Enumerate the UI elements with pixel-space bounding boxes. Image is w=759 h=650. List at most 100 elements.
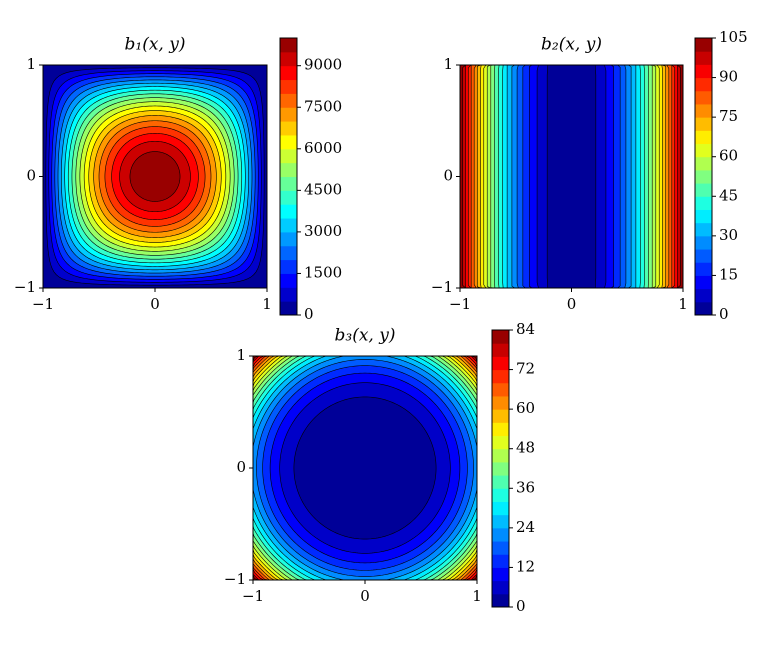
colorbar-band — [695, 90, 712, 105]
contour-band — [293, 396, 437, 540]
chart-title: b₁(x, y) — [125, 35, 186, 55]
colorbar-band — [695, 169, 712, 184]
x-tick-label: −1 — [449, 295, 471, 313]
y-tick-label: 1 — [443, 55, 453, 73]
colorbar-band — [492, 514, 509, 529]
colorbar-band — [695, 143, 712, 158]
y-tick-label: 0 — [26, 167, 36, 185]
x-tick-label: 1 — [262, 295, 272, 313]
colorbar-band — [695, 235, 712, 250]
colorbar-band — [280, 65, 297, 81]
colorbar-band — [492, 527, 509, 542]
colorbar-band — [280, 176, 297, 191]
chart-title: b₃(x, y) — [335, 326, 396, 346]
colorbar-band — [280, 218, 297, 233]
colorbar-band — [695, 51, 712, 65]
y-tick-label: 0 — [236, 458, 246, 476]
colorbar-band — [492, 461, 509, 476]
colorbar-band — [695, 196, 712, 210]
colorbar-tick-label: 90 — [719, 68, 738, 86]
colorbar-band — [280, 204, 297, 219]
colorbar-frame — [694, 37, 713, 316]
colorbar-band — [492, 395, 509, 410]
colorbar-tick-label: 4500 — [304, 180, 342, 198]
colorbar-band — [695, 64, 712, 79]
colorbar-band — [492, 343, 509, 357]
colorbar-band — [492, 554, 509, 568]
colorbar-tick-label: 12 — [516, 557, 535, 575]
colorbar-band — [280, 148, 297, 164]
colorbar-band — [280, 231, 297, 247]
colorbar-frame — [279, 37, 298, 316]
colorbar-tick-label: 84 — [516, 320, 535, 338]
colorbar-tick-label: 60 — [516, 399, 535, 417]
colorbar-tick-label: 24 — [516, 518, 535, 536]
y-tick-label: −1 — [14, 278, 36, 296]
plot-area — [460, 65, 683, 288]
colorbar-band — [492, 580, 509, 595]
x-tick-label: −1 — [242, 587, 264, 605]
colorbar-band — [280, 259, 297, 274]
colorbar-band — [492, 435, 509, 450]
colorbar-tick-label: 75 — [719, 107, 738, 125]
colorbar-band — [695, 103, 712, 118]
colorbar-band — [695, 275, 712, 290]
colorbar-band — [695, 249, 712, 263]
x-tick-label: 0 — [360, 587, 370, 605]
colorbar-band — [695, 209, 712, 224]
colorbar-band — [492, 501, 509, 516]
contour-band — [546, 65, 597, 288]
contour-band — [129, 151, 181, 202]
colorbar-band — [492, 567, 509, 582]
colorbar-band — [492, 422, 509, 437]
colorbar-band — [695, 38, 712, 52]
colorbar-tick-label: 105 — [719, 28, 748, 46]
x-tick-label: 0 — [150, 295, 160, 313]
colorbar-band — [492, 488, 509, 502]
colorbar-band — [695, 77, 712, 92]
colorbar-band — [280, 93, 297, 108]
colorbar-band — [695, 130, 712, 145]
y-tick-label: −1 — [224, 570, 246, 588]
x-tick-label: 1 — [678, 295, 688, 313]
colorbar-band — [492, 382, 509, 397]
colorbar-tick-label: 72 — [516, 360, 535, 378]
colorbar-band — [280, 121, 297, 136]
colorbar-band — [492, 330, 509, 344]
colorbar-band — [695, 262, 712, 276]
colorbar-tick-label: 0 — [719, 305, 729, 323]
colorbar-band — [280, 287, 297, 302]
colorbar-band — [280, 134, 297, 150]
colorbar-tick-label: 48 — [516, 439, 535, 457]
colorbar-band — [280, 51, 297, 67]
colorbar-tick-label: 0 — [304, 305, 314, 323]
colorbar-tick-label: 6000 — [304, 139, 342, 157]
colorbar-band — [492, 356, 509, 371]
colorbar-band — [280, 162, 297, 177]
plot-area — [253, 356, 477, 580]
colorbar-tick-label: 7500 — [304, 97, 342, 115]
colorbar-band — [280, 79, 297, 94]
colorbar-band — [492, 475, 509, 489]
y-tick-label: 1 — [236, 346, 246, 364]
colorbar-band — [492, 541, 509, 555]
colorbar-band — [695, 117, 712, 131]
y-tick-label: 1 — [26, 55, 36, 73]
colorbar-tick-label: 60 — [719, 147, 738, 165]
colorbar-band — [492, 409, 509, 423]
y-tick-label: −1 — [431, 278, 453, 296]
colorbar-tick-label: 45 — [719, 186, 738, 204]
chart-title: b₂(x, y) — [541, 35, 602, 55]
colorbar-frame — [491, 329, 510, 608]
colorbar-band — [492, 593, 509, 608]
x-tick-label: 0 — [567, 295, 577, 313]
x-tick-label: 1 — [472, 587, 482, 605]
colorbar-tick-label: 0 — [516, 597, 526, 615]
colorbar-band — [695, 156, 712, 171]
colorbar-band — [695, 288, 712, 303]
y-tick-label: 0 — [443, 167, 453, 185]
colorbar-band — [695, 222, 712, 237]
colorbar-band — [695, 183, 712, 197]
colorbar-tick-label: 3000 — [304, 222, 342, 240]
